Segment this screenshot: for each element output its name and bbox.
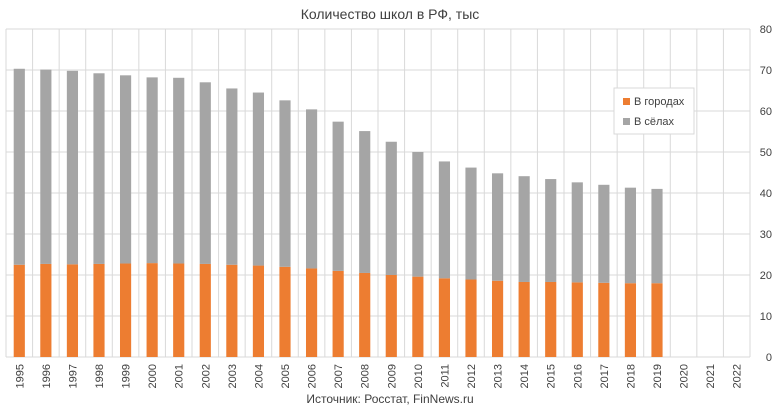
x-tick-label: 2014: [519, 364, 531, 388]
bar-rural-2017: [598, 184, 610, 283]
bar-rural-1998: [93, 73, 105, 264]
y-tick-label: 40: [760, 188, 772, 200]
bar-urban-1998: [93, 263, 105, 357]
x-tick-label: 2009: [386, 364, 398, 388]
x-tick-label: 2012: [466, 364, 478, 388]
x-tick-label: 1995: [14, 364, 26, 388]
x-tick-label: 2010: [413, 364, 425, 388]
bar-rural-2006: [305, 109, 318, 269]
bar-rural-2008: [359, 131, 371, 273]
x-tick-label: 2018: [625, 364, 637, 388]
bar-urban-2018: [624, 283, 637, 357]
x-tick-label: 1997: [67, 364, 79, 388]
bar-urban-2004: [252, 265, 265, 357]
bar-rural-1997: [66, 70, 79, 265]
bar-rural-2009: [385, 141, 397, 275]
bar-urban-2007: [332, 270, 344, 357]
bar-rural-1999: [119, 75, 132, 264]
y-tick-label: 30: [760, 229, 772, 241]
x-tick-label: 2013: [493, 364, 505, 388]
bar-urban-1999: [119, 263, 132, 357]
bar-urban-2015: [545, 281, 557, 357]
x-tick-label: 2015: [546, 364, 558, 388]
bar-rural-2010: [412, 152, 424, 277]
x-tick-label: 1998: [94, 364, 106, 388]
bar-rural-2005: [279, 100, 291, 267]
bar-urban-1996: [40, 263, 52, 357]
x-tick-label: 1996: [41, 364, 53, 388]
x-tick-label: 2019: [652, 364, 664, 388]
x-tick-label: 2021: [705, 364, 717, 388]
x-tick-label: 2020: [679, 364, 691, 388]
y-tick-label: 70: [760, 65, 772, 77]
bar-urban-2003: [226, 264, 238, 357]
bar-rural-2014: [518, 176, 530, 282]
legend-swatch-rural: [623, 118, 630, 125]
bar-urban-2014: [518, 281, 530, 357]
bar-urban-2006: [305, 268, 318, 357]
bar-rural-2000: [146, 77, 158, 264]
bar-urban-1997: [66, 264, 79, 357]
bar-urban-2011: [438, 278, 451, 357]
bar-urban-2008: [359, 272, 371, 357]
x-tick-label: 2004: [253, 364, 265, 388]
bar-urban-1995: [13, 264, 25, 357]
x-tick-label: 2017: [599, 364, 611, 388]
bar-rural-2011: [438, 161, 451, 279]
bar-rural-1995: [13, 68, 25, 265]
legend-label-rural: В сёлах: [634, 116, 675, 128]
x-tick-label: 2006: [307, 364, 319, 388]
legend-label-urban: В городах: [634, 96, 685, 108]
bar-urban-2001: [173, 263, 185, 357]
bar-rural-2018: [624, 187, 637, 284]
bar-urban-2002: [199, 263, 211, 357]
bar-urban-2013: [491, 280, 504, 357]
x-tick-label: 2000: [147, 364, 159, 388]
bar-urban-2017: [598, 282, 610, 357]
bar-urban-2009: [385, 275, 397, 357]
bar-rural-2001: [173, 77, 185, 264]
x-tick-label: 2011: [439, 364, 451, 388]
bar-rural-2007: [332, 121, 344, 271]
x-tick-label: 1999: [121, 364, 133, 388]
bar-rural-2003: [226, 88, 238, 265]
bar-rural-2019: [651, 188, 663, 284]
bar-rural-2015: [545, 179, 557, 282]
y-tick-label: 0: [766, 352, 772, 364]
y-tick-label: 50: [760, 147, 772, 159]
x-tick-label: 2003: [227, 364, 239, 388]
x-tick-label: 2016: [572, 364, 584, 388]
y-tick-label: 60: [760, 106, 772, 118]
bar-rural-1996: [40, 69, 52, 264]
legend-box: [613, 87, 695, 135]
bar-urban-2016: [571, 282, 583, 357]
x-tick-label: 2005: [280, 364, 292, 388]
bar-urban-2012: [465, 279, 477, 357]
bar-rural-2013: [491, 173, 504, 281]
chart-source: Источник: Росстат, FinNews.ru: [306, 392, 474, 406]
y-tick-label: 80: [760, 24, 772, 36]
bar-rural-2012: [465, 167, 477, 280]
x-tick-label: 2002: [200, 364, 212, 388]
bar-urban-2010: [412, 276, 424, 357]
y-tick-label: 20: [760, 270, 772, 282]
chart-title: Количество школ в РФ, тыс: [300, 6, 480, 22]
bar-urban-2000: [146, 263, 158, 357]
legend-swatch-urban: [623, 98, 630, 105]
bar-rural-2004: [252, 92, 265, 266]
bar-urban-2019: [651, 283, 663, 357]
bar-urban-2005: [279, 266, 291, 357]
x-tick-label: 2007: [333, 364, 345, 388]
y-tick-label: 10: [760, 311, 772, 323]
x-tick-label: 2001: [174, 364, 186, 388]
x-tick-label: 2008: [360, 364, 372, 388]
bar-rural-2016: [571, 182, 583, 283]
bar-rural-2002: [199, 82, 211, 264]
x-tick-label: 2022: [732, 364, 744, 388]
